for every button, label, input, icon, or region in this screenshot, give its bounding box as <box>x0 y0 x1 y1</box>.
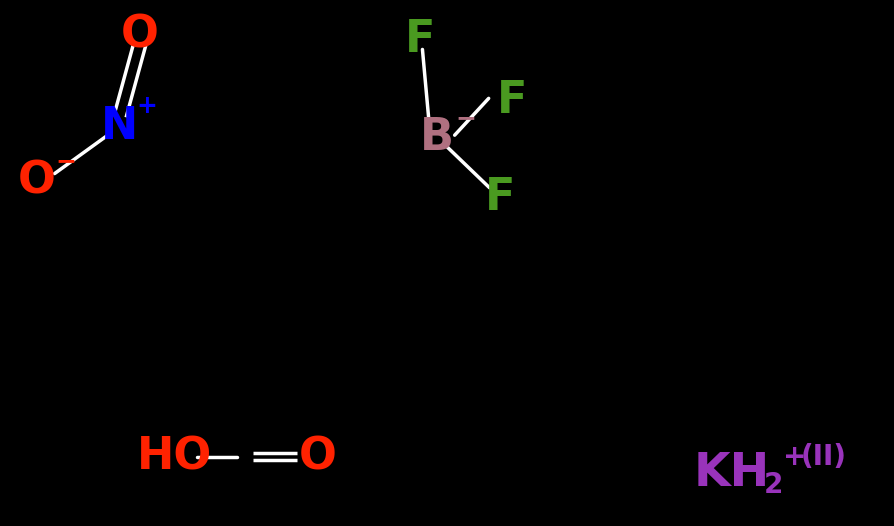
Text: O: O <box>121 14 158 57</box>
Text: N: N <box>101 105 139 148</box>
Text: O: O <box>299 435 336 478</box>
Text: F: F <box>496 79 527 123</box>
Text: F: F <box>404 18 434 62</box>
Text: KH: KH <box>693 451 769 496</box>
Text: −: − <box>454 106 476 130</box>
Text: −: − <box>55 149 77 174</box>
Text: (II): (II) <box>800 442 846 471</box>
Text: B: B <box>419 116 453 159</box>
Text: O: O <box>18 160 55 203</box>
Text: +: + <box>782 442 805 471</box>
Text: +: + <box>136 94 157 118</box>
Text: HO: HO <box>137 435 212 478</box>
Text: 2: 2 <box>763 471 782 499</box>
Text: F: F <box>485 176 515 219</box>
